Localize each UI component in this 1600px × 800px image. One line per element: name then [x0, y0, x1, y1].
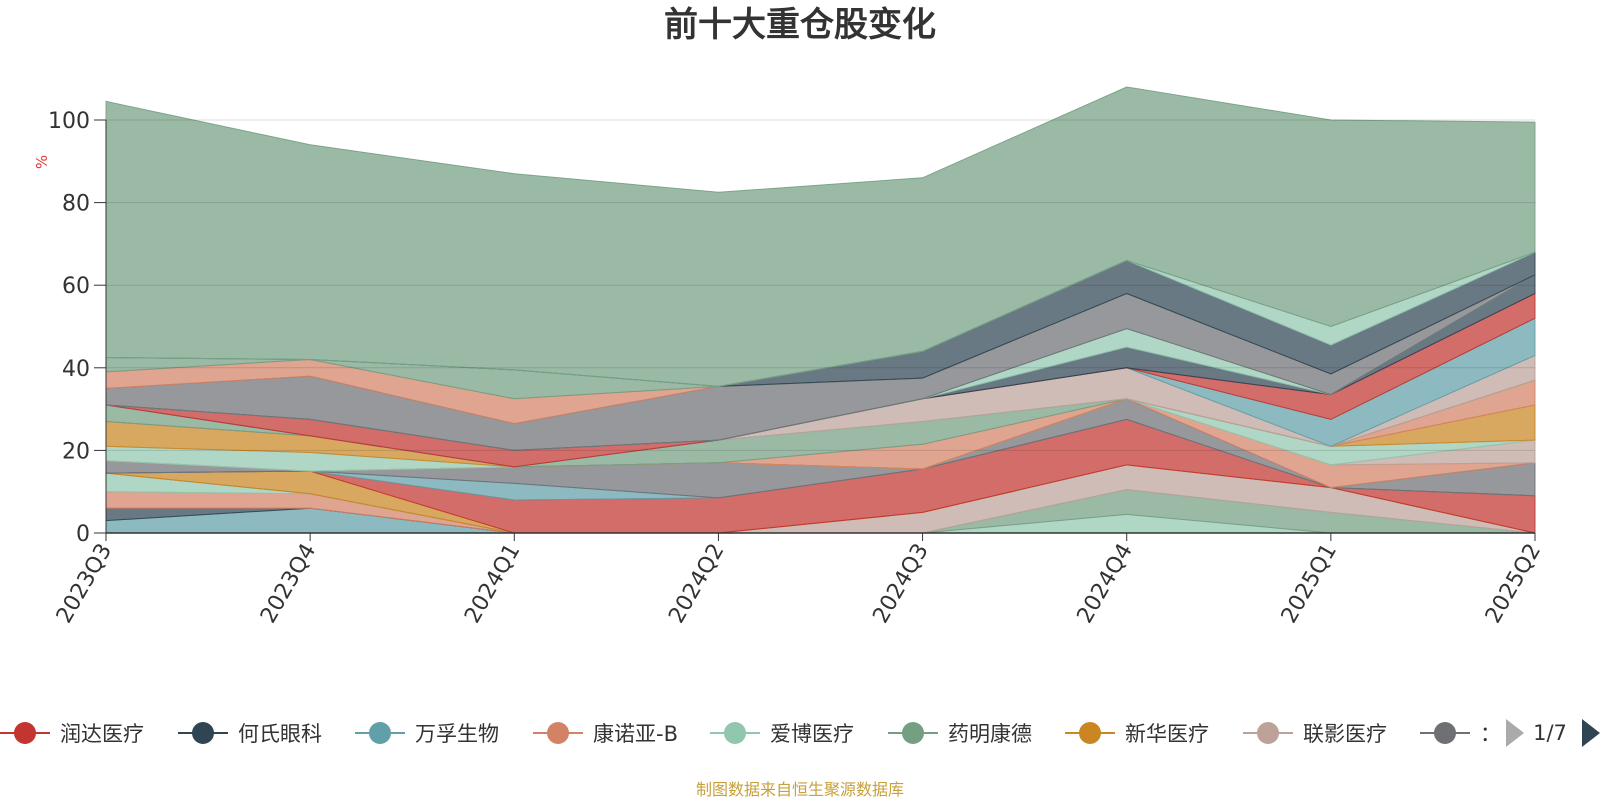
- axes: [94, 119, 1536, 541]
- y-tick-label: 100: [48, 109, 90, 134]
- x-tick-label: 2024Q2: [664, 540, 729, 628]
- x-tick-label: 2024Q3: [868, 540, 933, 628]
- x-tick-labels: 2023Q3 2023Q4 2024Q1 2024Q2 2024Q3 2024Q4 2025…: [52, 540, 1546, 628]
- chart-title: 前十大重仓股变化: [664, 5, 936, 45]
- legend-marker: [547, 722, 569, 744]
- legend-label: 润达医疗: [60, 722, 144, 746]
- legend-item[interactable]: 爱博医疗: [710, 722, 854, 746]
- legend-prev-page-icon[interactable]: [1506, 719, 1524, 747]
- legend-item[interactable]: 联影医疗: [1243, 722, 1387, 746]
- y-tick-label: 60: [62, 274, 90, 299]
- legend-item[interactable]: 康诺亚-B: [533, 722, 678, 746]
- x-tick-label: 2023Q3: [52, 540, 117, 628]
- x-tick-label: 2025Q1: [1277, 540, 1342, 628]
- legend-marker: [1079, 722, 1101, 744]
- legend-item[interactable]: 药明康德: [888, 722, 1032, 746]
- legend-page-indicator: 1/7: [1533, 721, 1567, 745]
- grid-lines: [106, 119, 1535, 451]
- legend-item[interactable]: ：: [1420, 722, 1501, 746]
- legend-marker: [192, 722, 214, 744]
- y-tick-label: 20: [62, 439, 90, 464]
- legend-marker: [1257, 722, 1279, 744]
- legend-marker: [369, 722, 391, 744]
- legend-item[interactable]: 何氏眼科: [178, 722, 322, 746]
- legend-next-page-icon[interactable]: [1582, 719, 1600, 747]
- legend-marker: [14, 722, 36, 744]
- legend-label: 万孚生物: [415, 722, 499, 746]
- x-tick-label: 2024Q1: [460, 540, 525, 628]
- area-series: [105, 86, 1536, 387]
- legend-item[interactable]: 新华医疗: [1065, 722, 1209, 746]
- legend-label: 爱博医疗: [770, 722, 854, 746]
- legend: 润达医疗 何氏眼科 万孚生物 康诺亚-B 爱博医疗 药明康德 新华医疗 联影医疗 ：: [0, 722, 1501, 746]
- legend-marker: [724, 722, 746, 744]
- y-tick-label: 40: [62, 357, 90, 382]
- legend-item[interactable]: 万孚生物: [355, 722, 499, 746]
- x-tick-label: 2024Q4: [1073, 540, 1138, 628]
- legend-marker: [1434, 722, 1456, 744]
- legend-label: 药明康德: [948, 722, 1032, 746]
- legend-item[interactable]: 润达医疗: [0, 722, 144, 746]
- legend-label: 何氏眼科: [238, 722, 322, 746]
- legend-pager: 1/7: [1506, 719, 1600, 747]
- y-tick-label: 80: [62, 192, 90, 217]
- x-tick-label: 2023Q4: [256, 540, 321, 628]
- y-tick-labels: 0 20 40 60 80 100: [48, 109, 90, 547]
- area-series-group: [105, 86, 1536, 534]
- y-axis-unit: %: [33, 155, 51, 169]
- data-source-note: 制图数据来自恒生聚源数据库: [696, 780, 904, 799]
- y-tick-label: 0: [76, 522, 90, 547]
- legend-label: 新华医疗: [1125, 722, 1209, 746]
- legend-label: 联影医疗: [1303, 722, 1387, 746]
- legend-label: ：: [1480, 722, 1501, 746]
- legend-marker: [902, 722, 924, 744]
- legend-label: 康诺亚-B: [593, 722, 678, 746]
- x-tick-label: 2025Q2: [1481, 540, 1546, 628]
